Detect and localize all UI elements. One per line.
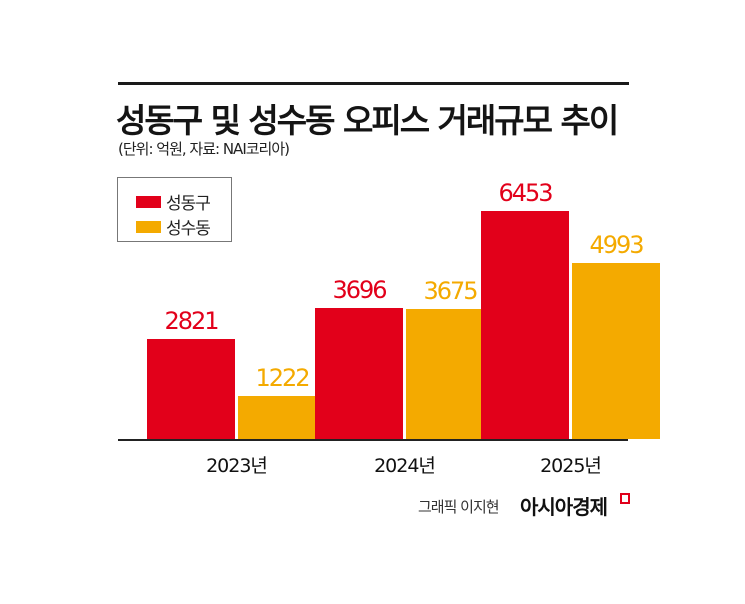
legend-swatch-orange	[136, 220, 161, 233]
value-label: 4993	[589, 231, 644, 259]
value-label: 2821	[164, 307, 219, 335]
legend-label: 성수동	[166, 219, 211, 239]
legend: 성동구 성수동	[117, 177, 232, 242]
value-label: 3675	[423, 277, 478, 305]
value-label: 6453	[498, 179, 553, 207]
legend-swatch-red	[136, 195, 161, 208]
x-tick-label: 2024년	[374, 455, 436, 477]
graphic-credit: 그래픽 이지현	[418, 498, 500, 516]
bar-2025년-성수동	[572, 263, 660, 439]
chart-title: 성동구 및 성수동 오피스 거래규모 추이	[116, 101, 619, 140]
value-label: 3696	[332, 276, 387, 304]
bar-2024년-성수동	[406, 309, 494, 439]
x-axis-line	[118, 439, 628, 441]
bar-2024년-성동구	[315, 308, 403, 439]
legend-item-seongdong-gu: 성동구	[136, 189, 211, 214]
x-tick-label: 2025년	[540, 455, 602, 477]
chart-subtitle: (단위: 억원, 자료: NAI코리아)	[118, 140, 290, 158]
bar-2023년-성동구	[147, 339, 235, 439]
bar-2025년-성동구	[481, 211, 569, 439]
brand-logo: 아시아경제	[520, 495, 608, 519]
x-tick-label: 2023년	[206, 455, 268, 477]
brand-mark-icon	[620, 493, 630, 504]
legend-label: 성동구	[166, 194, 211, 214]
bar-2023년-성수동	[238, 396, 326, 439]
value-label: 1222	[255, 364, 310, 392]
title-rule	[118, 82, 629, 85]
legend-item-seongsu-dong: 성수동	[136, 214, 211, 239]
